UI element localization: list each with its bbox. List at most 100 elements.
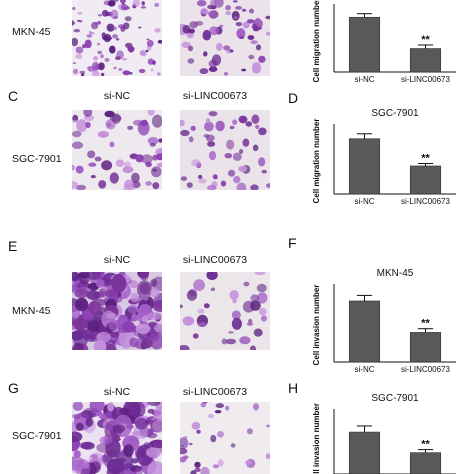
stained-cell bbox=[88, 162, 97, 167]
stained-cell bbox=[79, 70, 86, 74]
stained-cell bbox=[110, 9, 119, 20]
stained-cell bbox=[196, 0, 207, 7]
row-label-sgc7901-invasion: SGC-7901 bbox=[12, 430, 62, 442]
stained-cell bbox=[146, 39, 154, 47]
stained-cell bbox=[245, 121, 253, 127]
stained-cell bbox=[239, 36, 245, 39]
stained-cell bbox=[247, 35, 255, 40]
stained-cell bbox=[186, 289, 198, 301]
stained-cell bbox=[97, 14, 102, 17]
stained-cell bbox=[123, 161, 132, 168]
stained-cell bbox=[113, 0, 119, 2]
panel-letter-f: F bbox=[288, 235, 297, 251]
stained-cell bbox=[129, 337, 139, 348]
bar-si-nc bbox=[348, 16, 381, 73]
stained-cell bbox=[147, 402, 161, 407]
stained-cell bbox=[96, 279, 105, 288]
stained-cell bbox=[77, 11, 83, 15]
stained-cell bbox=[148, 332, 160, 342]
stained-cell bbox=[141, 154, 153, 164]
stained-cell bbox=[210, 5, 217, 10]
stained-cell bbox=[75, 46, 84, 54]
stained-cell bbox=[250, 40, 258, 45]
stained-cell bbox=[154, 28, 161, 33]
stained-cell bbox=[107, 0, 116, 7]
x-tick-label: si-LINC00673 bbox=[401, 197, 450, 206]
stained-cell bbox=[266, 424, 270, 428]
stained-cell bbox=[87, 282, 99, 291]
stained-cell bbox=[75, 184, 87, 190]
stained-cell bbox=[97, 131, 110, 138]
stained-cell bbox=[217, 459, 224, 467]
stained-cell bbox=[100, 54, 104, 59]
stained-cell bbox=[254, 272, 266, 276]
stained-cell bbox=[97, 42, 101, 46]
stained-cell bbox=[139, 50, 146, 56]
micrograph-sgc7901-migration-si-linc bbox=[180, 110, 270, 190]
bar-si-nc bbox=[348, 300, 381, 363]
stained-cell bbox=[235, 22, 243, 27]
stained-cell bbox=[135, 154, 144, 163]
stained-cell bbox=[198, 174, 203, 179]
stained-cell bbox=[152, 300, 162, 312]
stained-cell bbox=[93, 56, 99, 61]
x-tick-label: si-NC bbox=[355, 365, 375, 374]
stained-cell bbox=[130, 292, 139, 303]
stained-cell bbox=[241, 68, 247, 72]
stained-cells-texture bbox=[180, 111, 270, 190]
stained-cell bbox=[232, 299, 237, 304]
stained-cell bbox=[112, 424, 125, 434]
chart-title: SGC-7901 bbox=[371, 393, 419, 404]
stained-cell bbox=[212, 174, 218, 180]
stained-cell bbox=[154, 323, 162, 333]
stained-cell bbox=[73, 29, 81, 33]
stained-cell bbox=[256, 283, 267, 293]
stained-cell bbox=[238, 165, 248, 173]
stained-cell bbox=[251, 23, 258, 30]
stained-cell bbox=[138, 26, 142, 29]
stained-cell bbox=[229, 290, 239, 300]
x-tick-label: si-LINC00673 bbox=[401, 75, 450, 84]
stained-cell bbox=[122, 321, 135, 333]
panel-letter-c: C bbox=[8, 88, 19, 104]
stained-cell bbox=[255, 124, 260, 130]
stained-cell bbox=[107, 402, 115, 412]
stained-cell bbox=[72, 7, 76, 10]
stained-cell bbox=[118, 407, 130, 416]
y-axis-label: Cell migration number bbox=[312, 119, 321, 204]
stained-cell bbox=[223, 72, 229, 76]
stained-cell bbox=[103, 344, 117, 350]
stained-cell bbox=[72, 37, 79, 47]
stained-cell bbox=[206, 184, 217, 190]
stained-cell bbox=[200, 466, 210, 474]
stained-cell bbox=[155, 153, 162, 161]
stained-cell bbox=[85, 417, 94, 427]
stained-cell bbox=[75, 165, 84, 174]
micrograph-mkn45-migration-si-linc bbox=[180, 0, 270, 76]
stained-cell bbox=[101, 160, 113, 171]
stained-cell bbox=[200, 402, 206, 408]
stained-cell bbox=[258, 55, 266, 63]
stained-cell bbox=[126, 424, 134, 430]
stained-cell bbox=[210, 434, 217, 443]
stained-cell bbox=[72, 164, 76, 171]
stained-cell bbox=[77, 272, 90, 279]
stained-cell bbox=[131, 431, 141, 436]
chart-title: MKN-45 bbox=[377, 268, 414, 279]
stained-cell bbox=[87, 150, 96, 159]
stained-cell bbox=[109, 114, 122, 122]
stained-cell bbox=[90, 32, 95, 35]
stained-cell bbox=[75, 422, 84, 431]
stained-cell bbox=[256, 26, 262, 30]
stained-cell bbox=[80, 410, 96, 419]
stained-cell bbox=[138, 68, 146, 74]
stained-cell bbox=[225, 405, 230, 411]
stained-cell bbox=[248, 318, 253, 324]
stained-cell bbox=[191, 421, 201, 430]
stained-cell bbox=[147, 428, 154, 437]
stained-cell bbox=[266, 183, 270, 188]
stained-cell bbox=[251, 114, 260, 124]
bar-chart-mkn45-migration: Cell migration number si-NC ** si-LINC00673 bbox=[312, 0, 456, 84]
stained-cell bbox=[223, 45, 231, 51]
stained-cell bbox=[194, 467, 201, 473]
